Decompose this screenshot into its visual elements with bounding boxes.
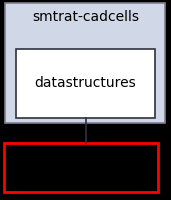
Bar [4, 143, 158, 192]
Bar [16, 50, 155, 118]
Text: smtrat-cadcells: smtrat-cadcells [32, 10, 139, 24]
Bar [5, 4, 165, 123]
Text: datastructures: datastructures [35, 76, 136, 90]
